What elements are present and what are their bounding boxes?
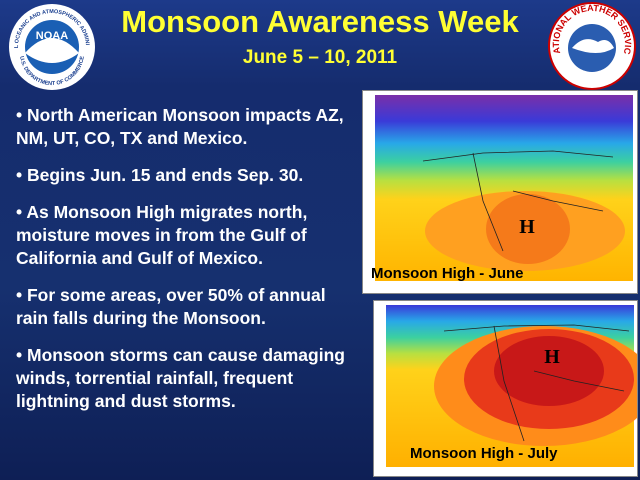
logo-label: NOAA [36, 30, 68, 42]
nws-logo: NATIONAL WEATHER SERVICE [548, 2, 636, 90]
noaa-logo: NATIONAL OCEANIC AND ATMOSPHERIC ADMINIS… [8, 3, 95, 90]
map-july: H Monsoon High - July [373, 300, 638, 477]
subtitle: June 5 – 10, 2011 [242, 47, 398, 68]
bullet: • Begins Jun. 15 and ends Sep. 30. [16, 165, 304, 185]
map-borders [443, 324, 630, 442]
logo-cloud [572, 39, 614, 53]
bullet: • For some areas, over 50% of annual rai… [16, 285, 326, 328]
map-image: H [375, 95, 633, 281]
contour [486, 194, 570, 264]
map-june: H Monsoon High - June [362, 90, 638, 294]
bullet: • Monsoon storms can cause damaging wind… [16, 345, 345, 411]
map-label: Monsoon High - July [410, 445, 558, 462]
high-marker: H [544, 346, 560, 368]
map-image: H [386, 305, 637, 467]
contour [494, 336, 604, 406]
map-borders [422, 150, 614, 252]
logo-bird [25, 38, 79, 63]
bullet: • As Monsoon High migrates north, moistu… [16, 202, 308, 268]
bullet: • North American Monsoon impacts AZ, NM,… [16, 105, 344, 148]
map-label: Monsoon High - June [371, 265, 524, 282]
high-marker: H [519, 216, 535, 238]
title: Monsoon Awareness Week [121, 4, 519, 39]
bullet-list: • North American Monsoon impacts AZ, NM,… [16, 104, 356, 427]
